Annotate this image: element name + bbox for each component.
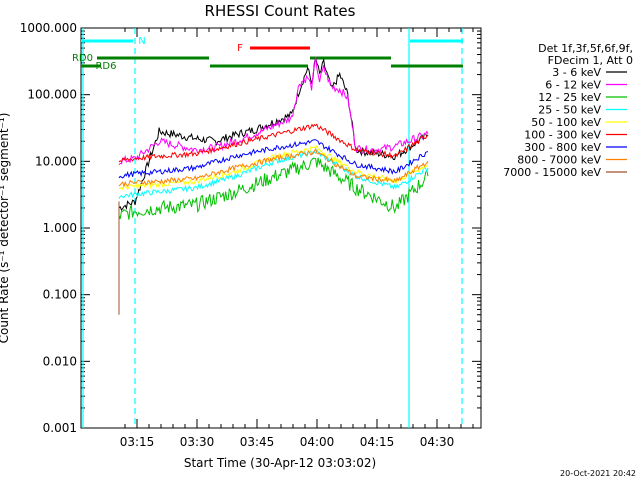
legend-item-label: 300 - 800 keV — [524, 141, 601, 154]
x-axis-ticks: 03:15 03:30 03:45 04:00 04:15 04:30 — [120, 28, 474, 449]
series-line-7 — [118, 147, 429, 188]
annotation-label: RD6 — [95, 61, 116, 72]
series-line-1 — [118, 56, 429, 165]
timestamp: 20-Oct-2021 20:42 — [560, 469, 636, 478]
series-line-3 — [118, 149, 429, 200]
legend-item-label: 7000 - 15000 keV — [503, 166, 601, 179]
y-tick-label: 1000.000 — [20, 21, 77, 35]
x-tick-label: 03:30 — [180, 435, 215, 449]
y-tick-label: 0.001 — [43, 421, 77, 435]
legend-item-label: 50 - 100 keV — [531, 116, 601, 129]
x-tick-label: 04:30 — [420, 435, 455, 449]
series-line-6 — [118, 139, 429, 179]
legend-item-label: 800 - 7000 keV — [517, 154, 601, 167]
series-line-0 — [118, 56, 429, 211]
legend-item-label: 12 - 25 keV — [538, 91, 601, 104]
y-tick-label: 100.000 — [27, 88, 77, 102]
chart-title: RHESSI Count Rates — [205, 2, 356, 20]
x-tick-label: 03:15 — [120, 435, 155, 449]
legend-header-2: FDecim 1, Att 0 — [548, 54, 633, 67]
y-tick-label: 0.100 — [43, 288, 77, 302]
annotation-label: N — [138, 36, 145, 47]
legend: Det 1f,3f,5f,6f,9f, FDecim 1, Att 0 3 - … — [503, 42, 633, 179]
x-axis-label: Start Time (30-Apr-12 03:03:02) — [184, 456, 376, 470]
series-lines — [118, 56, 429, 315]
x-tick-label: 03:45 — [240, 435, 275, 449]
x-tick-label: 04:15 — [360, 435, 395, 449]
legend-item-label: 25 - 50 keV — [538, 104, 601, 117]
legend-header-1: Det 1f,3f,5f,6f,9f, — [538, 42, 633, 55]
y-axis-ticks: 0.001 0.010 0.100 1.000 10.000 100.000 1000.00… — [20, 21, 481, 435]
legend-item-label: 6 - 12 keV — [545, 79, 601, 92]
legend-item-label: 100 - 300 keV — [524, 129, 601, 142]
series-line-5 — [118, 123, 429, 163]
plot-frame — [80, 27, 482, 429]
series-line-2 — [118, 157, 429, 220]
legend-item-label: 3 - 6 keV — [552, 66, 601, 79]
annotation-label: F — [237, 43, 243, 54]
y-axis-label: Count Rate (s⁻¹ detector⁻¹ segment⁻¹) — [0, 113, 11, 344]
y-tick-label: 10.000 — [35, 154, 77, 168]
x-tick-label: 04:00 — [300, 435, 335, 449]
annotation-label: RD0 — [72, 53, 93, 64]
y-tick-label: 1.000 — [43, 221, 77, 235]
y-tick-label: 0.010 — [43, 354, 77, 368]
